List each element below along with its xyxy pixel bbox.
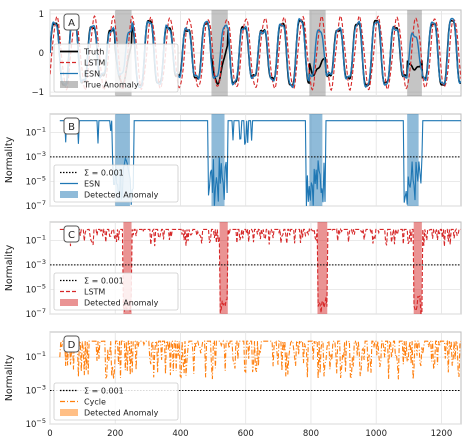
detected-anomaly-region (317, 222, 328, 314)
legend-label: True Anomaly (83, 81, 139, 90)
x-tick-label: 1000 (365, 429, 387, 439)
legend-box (53, 382, 179, 421)
legend-box (53, 164, 179, 203)
legend-swatch-patch (60, 81, 78, 88)
series-cycle-line (59, 339, 461, 380)
panel-letter: C (68, 230, 75, 241)
x-tick-label: 400 (172, 429, 188, 439)
detected-anomaly-region (211, 114, 225, 206)
x-tick-label: 800 (303, 429, 319, 439)
legend-label: Truth (83, 48, 104, 57)
legend-label: Detected Anomaly (84, 191, 159, 200)
panel-letter: A (68, 18, 75, 29)
y-tick-label: 0 (39, 49, 44, 59)
panel-b: 10−1 10−3 10−5 10−7 Normality B Σ = 0.001 ESN De… (4, 113, 462, 212)
x-tick-label: 200 (107, 429, 123, 439)
legend-label: Detected Anomaly (84, 299, 159, 308)
panel-letter-box (63, 225, 80, 243)
panel-d: 10−1 10−3 10−5 Normality D Σ = 0.001 Cycle Dete… (4, 331, 462, 430)
panel-letter: D (68, 340, 76, 351)
y-tick-label: 1 (39, 10, 44, 20)
y-tick-label: 10−3 (26, 384, 46, 397)
panel-letter-box (63, 13, 80, 31)
detected-anomaly-region (123, 222, 132, 314)
panel-a: −1 0 1 A Truth LSTM ESN True Anomaly (31, 9, 462, 98)
panel-letter-box (63, 335, 80, 353)
legend-label: ESN (84, 180, 100, 189)
y-axis-title: Normality (4, 136, 15, 183)
panel-letter-box (63, 117, 80, 135)
y-tick-label: 10−1 (26, 350, 46, 363)
y-tick-label: 10−5 (26, 174, 46, 187)
y-tick-label: 10−1 (26, 233, 46, 246)
legend-label: Σ = 0.001 (84, 387, 124, 396)
detected-anomaly-region (219, 222, 228, 314)
legend-label: Σ = 0.001 (84, 277, 124, 286)
panel-letter: B (68, 122, 75, 133)
x-tick-label: 0 (47, 429, 52, 439)
y-tick-label: 10−5 (26, 417, 46, 430)
y-tick-label: 10−1 (26, 125, 46, 138)
y-tick-label: 10−5 (26, 282, 46, 295)
y-axis-title: Normality (4, 244, 15, 291)
y-tick-label: 10−3 (26, 258, 46, 271)
y-tick-label: 10−7 (26, 199, 46, 212)
legend-swatch-patch (60, 299, 78, 306)
true-anomaly-region (309, 10, 326, 96)
legend-label: Cycle (84, 398, 106, 407)
legend-label: LSTM (84, 59, 105, 68)
legend-box (53, 43, 179, 93)
y-tick-label: 10−3 (26, 150, 46, 163)
legend-label: LSTM (84, 288, 105, 297)
data-area (50, 339, 461, 392)
x-tick-label: 1200 (431, 429, 453, 439)
detected-anomaly-region (413, 222, 422, 314)
detected-anomaly-region (407, 114, 419, 206)
legend-swatch-patch (60, 409, 78, 416)
legend-label: Detected Anomaly (84, 409, 159, 418)
legend-swatch-patch (60, 191, 78, 198)
x-tick-label: 600 (238, 429, 254, 439)
y-tick-label: 10−7 (26, 307, 46, 320)
legend-box (53, 272, 179, 311)
legend-label: Σ = 0.001 (84, 169, 124, 178)
y-tick-label: −1 (31, 88, 44, 98)
legend-label: ESN (84, 70, 100, 79)
series-esn-line (59, 120, 461, 206)
panel-c: 10−1 10−3 10−5 10−7 Normality C Σ = 0.001 LSTM D… (4, 221, 462, 320)
detected-anomaly-region (309, 114, 323, 206)
y-axis-title: Normality (4, 354, 15, 401)
true-anomaly-region (407, 10, 422, 96)
